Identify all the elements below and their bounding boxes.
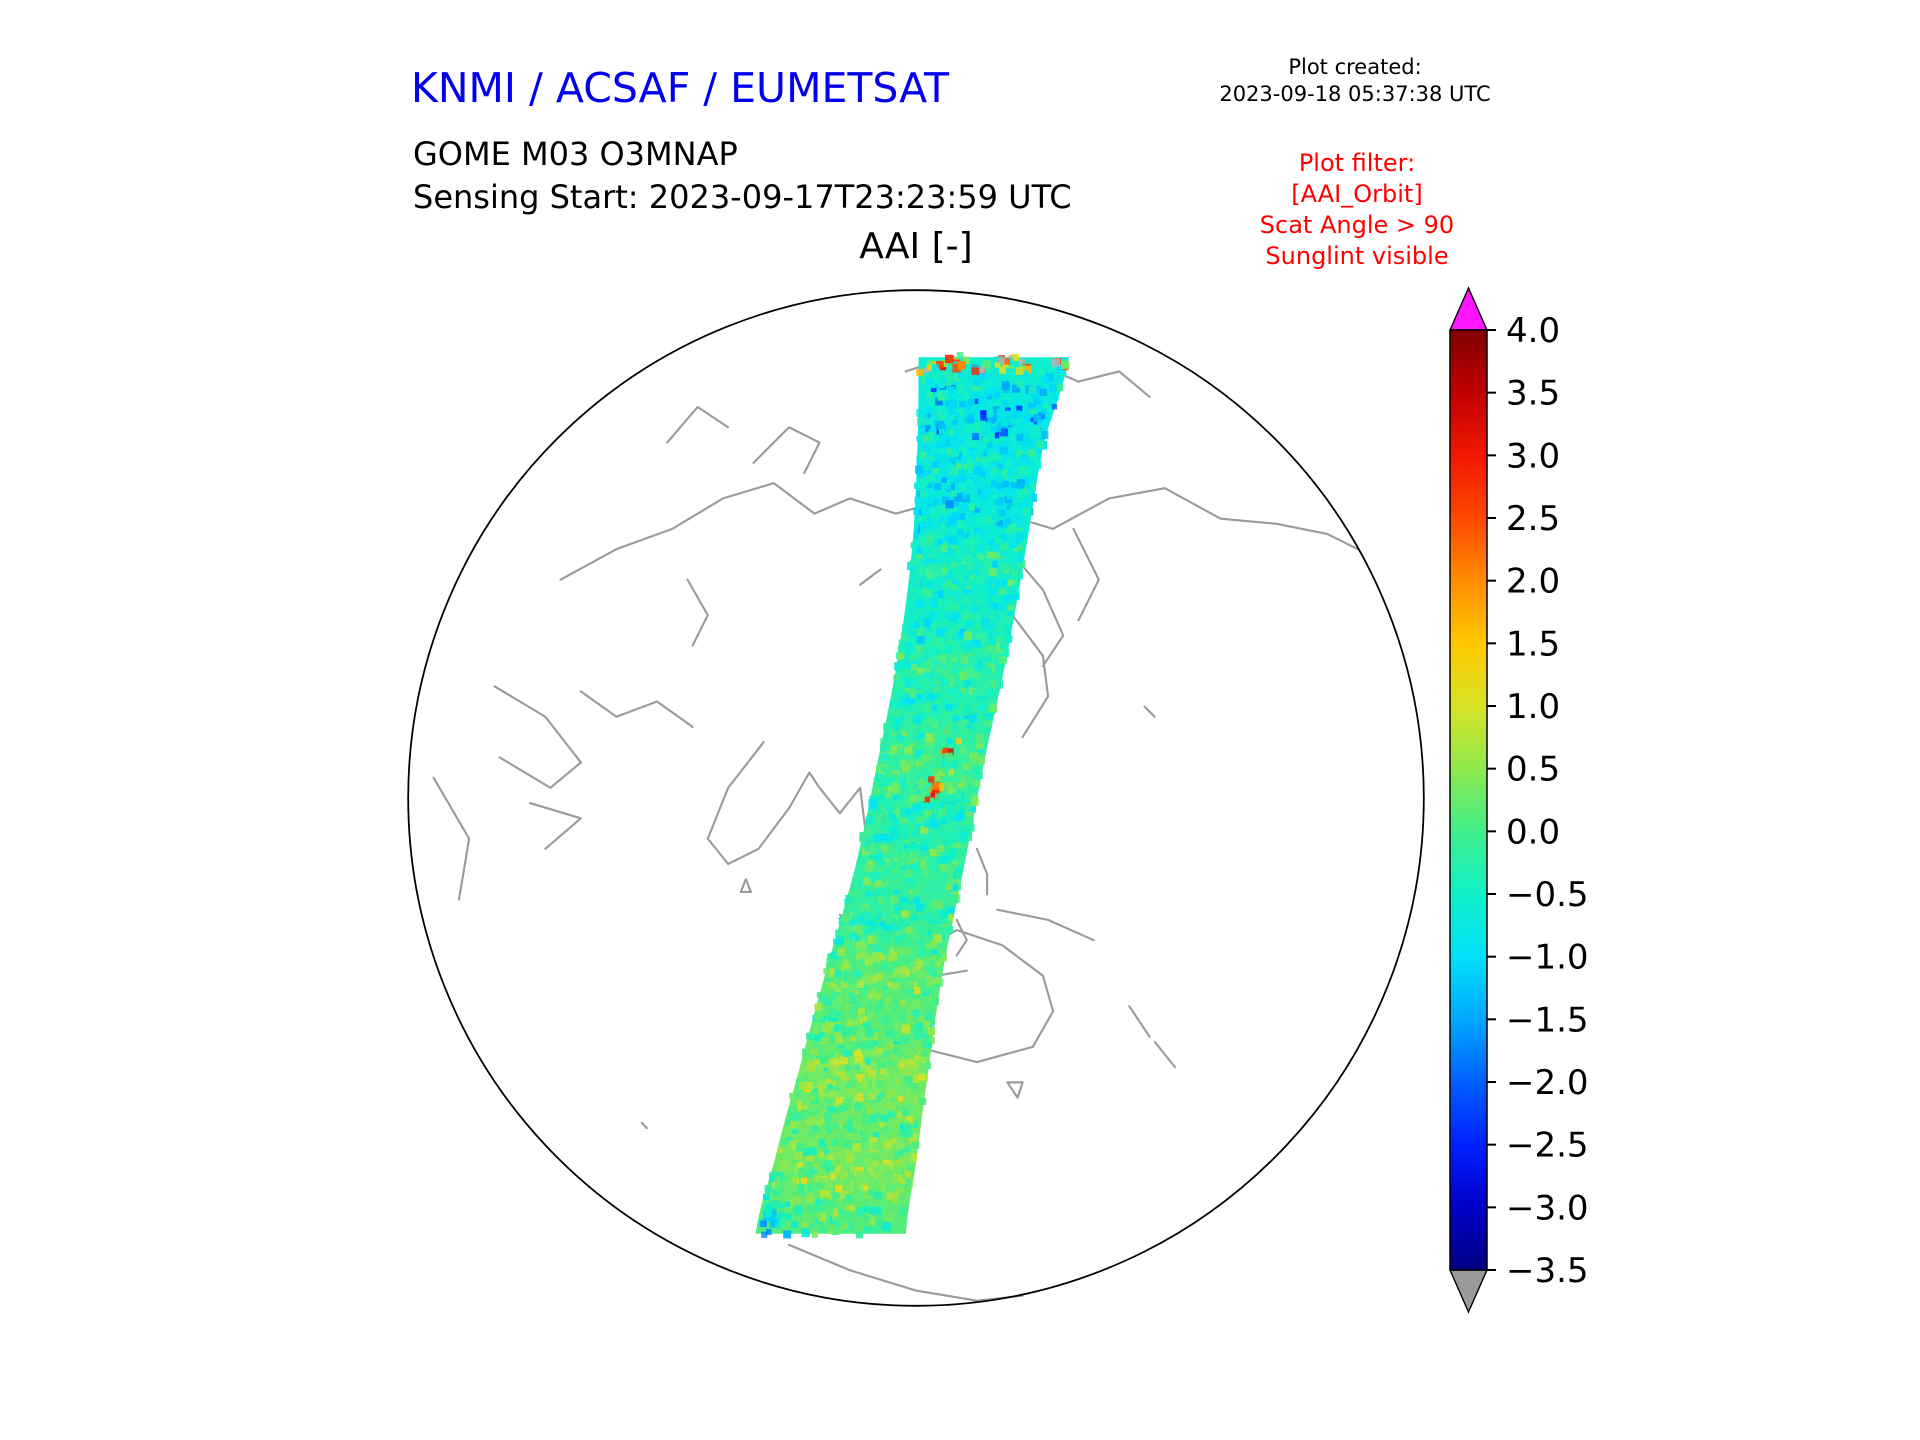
plot-created-label: Plot created: [1288,55,1422,79]
coastline-antarctica [787,1243,1024,1302]
colorbar-tick-label: −1.5 [1506,1000,1589,1040]
colorbar-tick-label: 1.5 [1506,624,1560,664]
colorbar-tick-label: −3.5 [1506,1251,1589,1291]
product-info-block: GOME M03 O3MNAP Sensing Start: 2023-09-1… [413,133,1072,219]
colorbar-gradient [1449,329,1488,1271]
colorbar-tick-label: 3.0 [1506,436,1560,476]
coastline-taymyr [752,426,821,475]
colorbar-tick-label: −2.0 [1506,1063,1589,1103]
coastline-baikal [859,568,882,586]
product-name: GOME M03 O3MNAP [413,135,738,173]
coastline-tasmania [1006,1081,1024,1099]
coastline-kamchatka [1072,527,1100,622]
plot-filter-line: Plot filter: [1298,149,1416,177]
colorbar-tick-label: 4.0 [1506,311,1560,351]
coastline-novaya-zemlya [666,405,730,444]
colorbar-over-arrow [1448,286,1489,331]
plot-title: AAI [-] [859,226,973,267]
plot-filter-line: Sunglint visible [1265,242,1449,270]
plot-filter-line: Scat Angle > 90 [1259,211,1455,239]
coastline-horn-of-africa [528,802,582,850]
sensing-start: Sensing Start: 2023-09-17T23:23:59 UTC [413,178,1072,216]
plot-filter-block: Plot filter: [AAI_Orbit] Scat Angle > 90 Su… [1207,148,1507,272]
coastline-okhotsk-coast [1011,553,1065,668]
colorbar-tick-label: −3.0 [1506,1188,1589,1228]
colorbar-tick-label: −2.5 [1506,1126,1589,1166]
coastline-iran-coast [579,690,694,728]
coastline-bengal-myanmar [808,771,867,830]
coastline-sulawesi [955,918,968,957]
coastline-pacific-islands [1143,705,1156,718]
coastline-caspian [686,578,709,647]
colorbar-tick-label: 3.5 [1506,374,1560,414]
colorbar-tick-label: −1.0 [1506,938,1589,978]
plot-created-block: Plot created: 2023-09-18 05:37:38 UTC [1190,54,1520,108]
coastline-japan [1011,614,1050,739]
coastline-sri-lanka [739,878,753,894]
colorbar-tick-label: 2.0 [1506,562,1560,602]
plot-created-value: 2023-09-18 05:37:38 UTC [1219,82,1491,106]
globe-outline [407,289,1425,1307]
colorbar-tick-label: 0.5 [1506,750,1560,790]
colorbar-tick-label: 2.5 [1506,499,1560,539]
swath-pixels [758,352,1070,1239]
plot-filter-line: [AAI_Orbit] [1291,180,1423,208]
colorbar-under-arrow [1448,1269,1489,1314]
org-title: KNMI / ACSAF / EUMETSAT [411,64,950,112]
colorbar-tick-label: −0.5 [1506,875,1589,915]
colorbar: 4.0 3.5 3.0 2.5 2.0 1.5 1.0 0.5 0.0 −0.5 −1.0 −1.5 −… [1448,286,1589,1314]
coastline-philippines [975,847,989,896]
coastline-new-zealand-north [1128,1005,1151,1038]
coastline-india [706,741,811,866]
coastline-arabia [493,685,582,789]
globe-map [407,289,1425,1307]
coastline-new-zealand-south [1153,1040,1177,1069]
coastline-new-guinea [996,908,1095,942]
colorbar-tick-label: 1.0 [1506,687,1560,727]
coastline-indian-ocean-island [640,1121,648,1130]
colorbar-tick-label: 0.0 [1506,812,1560,852]
coastline-africa-east-coast [432,776,471,901]
